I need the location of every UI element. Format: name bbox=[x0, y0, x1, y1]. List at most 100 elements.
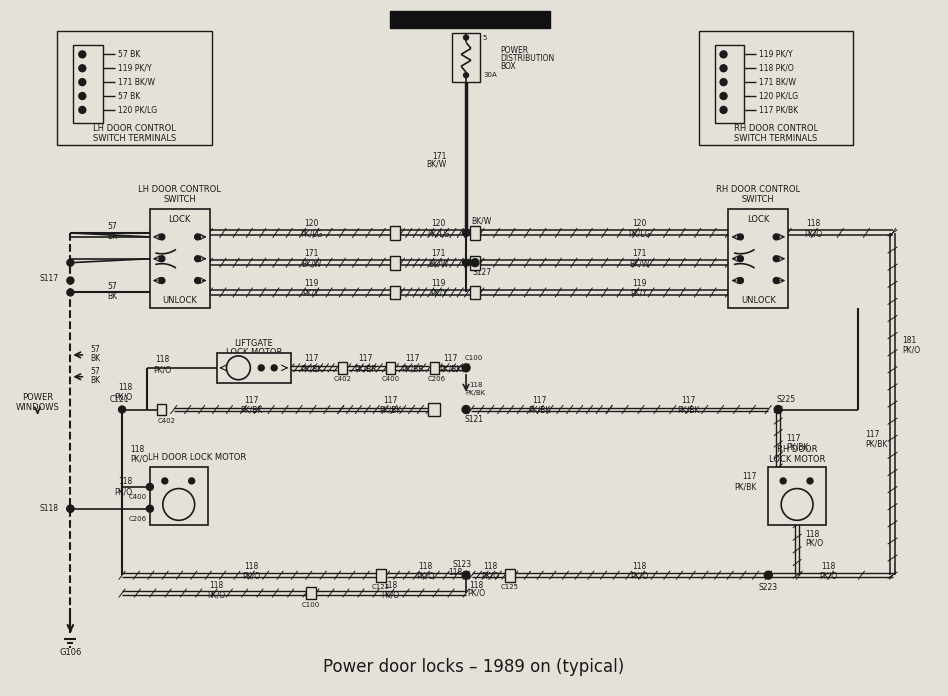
Bar bbox=[306, 587, 316, 599]
Circle shape bbox=[720, 79, 727, 86]
Text: 118: 118 bbox=[632, 562, 647, 571]
Text: C100: C100 bbox=[465, 355, 483, 361]
Bar bbox=[715, 45, 744, 122]
Bar bbox=[391, 10, 550, 28]
Circle shape bbox=[118, 406, 125, 413]
Text: PK/BK: PK/BK bbox=[734, 482, 757, 491]
Circle shape bbox=[774, 234, 779, 240]
Text: 117: 117 bbox=[443, 354, 457, 363]
Text: 57: 57 bbox=[107, 282, 117, 291]
Bar bbox=[728, 209, 788, 308]
Text: BK: BK bbox=[107, 232, 118, 242]
Text: BK: BK bbox=[90, 354, 100, 363]
Text: M: M bbox=[173, 500, 184, 509]
Text: 118: 118 bbox=[447, 568, 462, 577]
Text: 171: 171 bbox=[431, 152, 447, 161]
Text: 117: 117 bbox=[405, 354, 420, 363]
Text: S121: S121 bbox=[465, 415, 483, 424]
Text: PK/O: PK/O bbox=[153, 365, 171, 374]
Bar bbox=[150, 467, 208, 525]
Text: 171 BK/W: 171 BK/W bbox=[118, 78, 155, 86]
Text: LOCK: LOCK bbox=[169, 214, 191, 223]
Text: BOX: BOX bbox=[500, 62, 516, 71]
Circle shape bbox=[189, 478, 194, 484]
Circle shape bbox=[463, 259, 469, 266]
Text: 57 BK: 57 BK bbox=[118, 92, 140, 100]
Bar bbox=[470, 226, 480, 240]
Text: C125: C125 bbox=[501, 584, 519, 590]
Text: 171: 171 bbox=[303, 249, 319, 258]
Text: PK/LG: PK/LG bbox=[628, 230, 650, 239]
Bar bbox=[768, 467, 826, 525]
Circle shape bbox=[775, 406, 782, 413]
Circle shape bbox=[159, 234, 165, 240]
Circle shape bbox=[67, 277, 74, 284]
Circle shape bbox=[194, 255, 201, 262]
Text: PK/BR: PK/BR bbox=[401, 364, 424, 373]
Circle shape bbox=[720, 65, 727, 72]
Bar bbox=[73, 45, 103, 122]
Text: PK/O: PK/O bbox=[481, 571, 499, 580]
Text: BK/W: BK/W bbox=[301, 259, 321, 268]
Text: POWER: POWER bbox=[500, 46, 528, 55]
Text: 117: 117 bbox=[383, 396, 397, 405]
Circle shape bbox=[146, 484, 154, 491]
Text: C402: C402 bbox=[157, 418, 175, 425]
Circle shape bbox=[227, 356, 250, 380]
Text: 118: 118 bbox=[383, 580, 397, 590]
Text: SWITCH TERMINALS: SWITCH TERMINALS bbox=[93, 134, 176, 143]
Circle shape bbox=[159, 278, 165, 283]
Text: PK/O: PK/O bbox=[208, 590, 226, 599]
Circle shape bbox=[471, 259, 479, 267]
Text: S118: S118 bbox=[40, 504, 59, 513]
Text: M: M bbox=[792, 500, 803, 509]
Text: PK/O: PK/O bbox=[902, 345, 921, 354]
Circle shape bbox=[764, 571, 773, 579]
Circle shape bbox=[194, 234, 201, 240]
Circle shape bbox=[67, 505, 74, 512]
Bar bbox=[150, 209, 210, 308]
Text: PK/O: PK/O bbox=[243, 571, 261, 580]
Circle shape bbox=[780, 478, 786, 484]
Bar bbox=[699, 31, 853, 145]
Text: PK/BK: PK/BK bbox=[866, 440, 888, 449]
Circle shape bbox=[79, 79, 85, 86]
Circle shape bbox=[463, 230, 469, 237]
Circle shape bbox=[738, 234, 743, 240]
Text: 118: 118 bbox=[118, 477, 132, 487]
Circle shape bbox=[79, 65, 85, 72]
Circle shape bbox=[194, 278, 201, 283]
Circle shape bbox=[781, 489, 813, 521]
Text: PK/O: PK/O bbox=[130, 454, 148, 464]
Text: PK/O: PK/O bbox=[114, 487, 132, 496]
Text: 171 BK/W: 171 BK/W bbox=[759, 78, 796, 86]
Circle shape bbox=[163, 489, 194, 521]
Text: 118: 118 bbox=[821, 562, 835, 571]
Text: PK/Y: PK/Y bbox=[429, 289, 447, 298]
Text: 120: 120 bbox=[431, 219, 446, 228]
Bar bbox=[58, 31, 211, 145]
Text: 118 PK/O: 118 PK/O bbox=[759, 64, 794, 73]
Text: C400: C400 bbox=[129, 493, 147, 500]
Text: S123: S123 bbox=[452, 560, 472, 569]
Text: G106: G106 bbox=[59, 648, 82, 657]
Text: PK/BK: PK/BK bbox=[465, 390, 486, 395]
Text: 171: 171 bbox=[431, 249, 446, 258]
Text: SWITCH: SWITCH bbox=[742, 195, 775, 204]
Text: BK/W: BK/W bbox=[471, 217, 491, 226]
Text: 117: 117 bbox=[303, 354, 319, 363]
Text: 119 PK/Y: 119 PK/Y bbox=[759, 50, 793, 59]
Text: BK/W: BK/W bbox=[428, 259, 448, 268]
Text: LH DOOR LOCK MOTOR: LH DOOR LOCK MOTOR bbox=[148, 452, 246, 461]
Circle shape bbox=[774, 278, 779, 283]
Text: 57: 57 bbox=[90, 345, 100, 354]
Circle shape bbox=[462, 406, 470, 413]
Text: PK/O: PK/O bbox=[114, 392, 132, 401]
Text: PK/BK: PK/BK bbox=[439, 364, 462, 373]
Text: PK/BK: PK/BK bbox=[379, 406, 402, 415]
Bar bbox=[428, 402, 440, 416]
Text: 119 PK/Y: 119 PK/Y bbox=[118, 64, 152, 73]
Circle shape bbox=[738, 278, 743, 283]
Text: 118: 118 bbox=[118, 383, 132, 392]
Bar bbox=[452, 33, 480, 82]
